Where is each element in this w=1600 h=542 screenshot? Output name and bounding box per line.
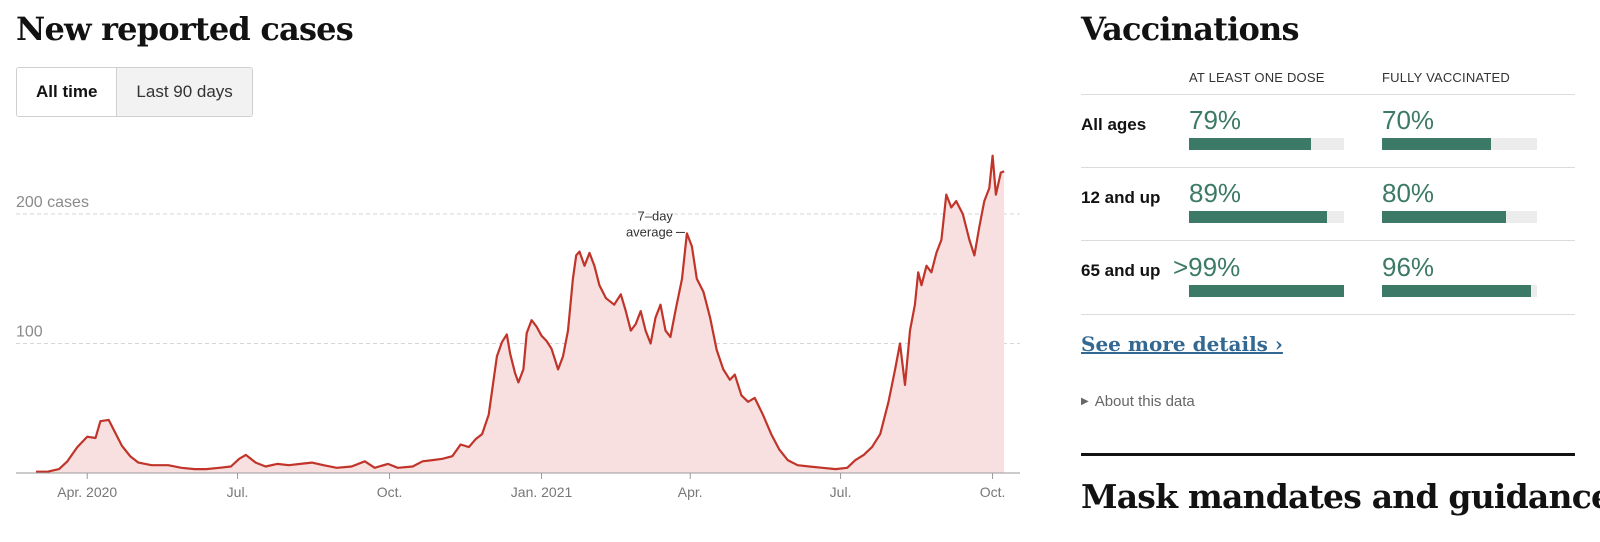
vaccinations-title: Vaccinations [1081, 10, 1300, 48]
x-tick-label: Apr. 2020 [57, 484, 117, 500]
divider [1081, 240, 1575, 241]
divider [1081, 94, 1575, 95]
one-dose-bar [1189, 211, 1344, 223]
col-header-one-dose: AT LEAST ONE DOSE [1189, 70, 1325, 85]
x-tick-label: Oct. [980, 484, 1006, 500]
mask-mandates-title: Mask mandates and guidance [1081, 477, 1600, 516]
about-this-data-toggle[interactable]: ▶ About this data [1081, 393, 1195, 410]
row-label: 12 and up [1081, 188, 1161, 207]
one-dose-bar [1189, 285, 1344, 297]
x-tick-label: Oct. [377, 484, 403, 500]
x-tick-label: Apr. [678, 484, 703, 500]
full-bar-fill [1382, 285, 1531, 297]
all-time-button[interactable]: All time [17, 68, 117, 116]
vaccinations-panel: Vaccinations AT LEAST ONE DOSE FULLY VAC… [1081, 0, 1600, 542]
one-dose-value: 79% [1189, 105, 1242, 135]
last-90-days-button[interactable]: Last 90 days [116, 68, 252, 116]
full-bar [1382, 138, 1537, 150]
section-divider [1081, 453, 1575, 456]
cases-chart: 200 cases 100 Apr. 2020 Jul. Oct. Jan. 2021 Ap… [16, 154, 1020, 500]
full-bar-fill [1382, 211, 1506, 223]
annotation-line2: average [626, 224, 673, 239]
full-bar-fill [1382, 138, 1491, 150]
divider [1081, 314, 1575, 315]
one-dose-value: 89% [1189, 178, 1242, 208]
row-label: All ages [1081, 115, 1147, 134]
full-value: 80% [1382, 178, 1435, 208]
y-tick-label: 100 [16, 324, 43, 341]
col-header-fully-vaccinated: FULLY VACCINATED [1382, 70, 1510, 85]
one-dose-value: >99% [1173, 252, 1241, 282]
full-value: 96% [1382, 252, 1435, 282]
see-more-details-link[interactable]: See more details › [1081, 332, 1283, 356]
time-range-toggle: All time Last 90 days [16, 67, 253, 117]
full-bar [1382, 211, 1537, 223]
one-dose-bar-fill [1189, 285, 1344, 297]
one-dose-bar-fill [1189, 211, 1327, 223]
annotation-line1: 7–day [638, 208, 674, 223]
row-label: 65 and up [1081, 261, 1161, 280]
y-tick-label: 200 cases [16, 194, 89, 211]
one-dose-bar-fill [1189, 138, 1312, 150]
full-bar [1382, 285, 1537, 297]
cases-area [36, 155, 1005, 473]
disclosure-triangle-icon: ▶ [1081, 396, 1089, 407]
divider [1081, 167, 1575, 168]
full-value: 70% [1382, 105, 1435, 135]
x-tick-label: Jul. [227, 484, 249, 500]
cases-title: New reported cases [16, 10, 354, 48]
cases-panel: New reported cases All time Last 90 days… [16, 10, 1020, 500]
x-tick-label: Jul. [830, 484, 852, 500]
about-this-data-label: About this data [1094, 393, 1195, 410]
cases-line [36, 154, 1005, 473]
x-tick-label: Jan. 2021 [511, 484, 573, 500]
one-dose-bar [1189, 138, 1344, 150]
